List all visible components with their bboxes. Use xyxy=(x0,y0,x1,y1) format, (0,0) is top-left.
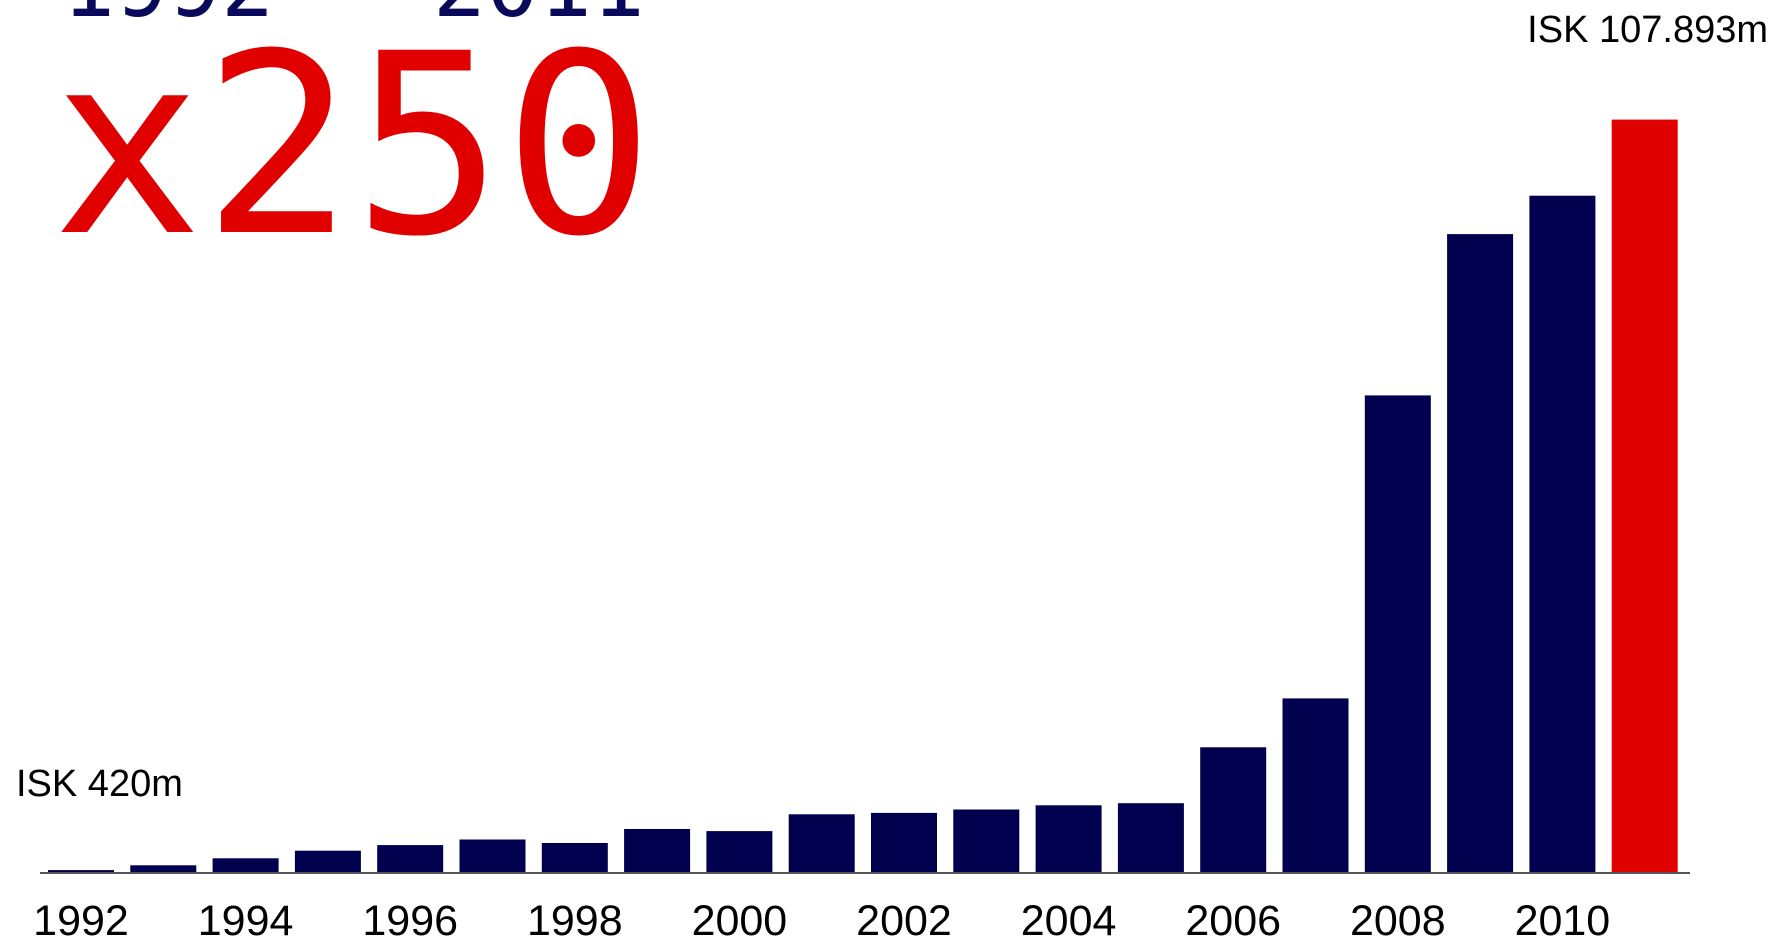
x-tick-label-1998: 1998 xyxy=(527,897,623,942)
bar-2011 xyxy=(1611,119,1678,874)
bar-2003 xyxy=(953,809,1020,873)
bar-1993 xyxy=(130,865,197,873)
bar-2007 xyxy=(1282,698,1349,873)
growth-multiplier: x250 xyxy=(52,0,654,291)
bar-2000 xyxy=(706,831,773,873)
bar-2005 xyxy=(1117,803,1184,873)
x-tick-label-1996: 1996 xyxy=(362,897,458,942)
bar-2008 xyxy=(1364,395,1431,873)
bar-2004 xyxy=(1035,805,1102,873)
bar-2009 xyxy=(1447,234,1514,874)
bar-1997 xyxy=(459,839,526,873)
x-tick-label-2006: 2006 xyxy=(1185,897,1281,942)
bar-1996 xyxy=(377,845,444,873)
bar-1998 xyxy=(541,843,608,873)
bar-1995 xyxy=(294,850,361,873)
value-label-2011: ISK 107.893m xyxy=(1527,9,1768,51)
bar-1999 xyxy=(624,829,691,873)
bar-2001 xyxy=(788,814,855,873)
value-label-1992: ISK 420m xyxy=(16,763,183,805)
bar-1992 xyxy=(48,870,114,873)
x-tick-label-1994: 1994 xyxy=(198,897,294,942)
x-tick-labels: 1992 1994 1996 1998 2000 2002 2004 2006 2008 2010 xyxy=(33,897,1610,942)
x-tick-label-2004: 2004 xyxy=(1021,897,1117,942)
bars xyxy=(48,119,1678,874)
x-tick-label-1992: 1992 xyxy=(33,897,129,942)
bar-2002 xyxy=(871,812,937,873)
value-annotations: ISK 420m ISK 107.893m xyxy=(16,9,1768,805)
bar-2006 xyxy=(1200,747,1267,873)
bar-1994 xyxy=(212,858,279,873)
bar-2010 xyxy=(1529,195,1596,873)
years-range-title: 1992 – 2011 xyxy=(62,0,645,37)
x-tick-label-2002: 2002 xyxy=(856,897,952,942)
x-tick-label-2000: 2000 xyxy=(692,897,788,942)
x-tick-label-2010: 2010 xyxy=(1515,897,1611,942)
x-tick-label-2008: 2008 xyxy=(1350,897,1446,942)
